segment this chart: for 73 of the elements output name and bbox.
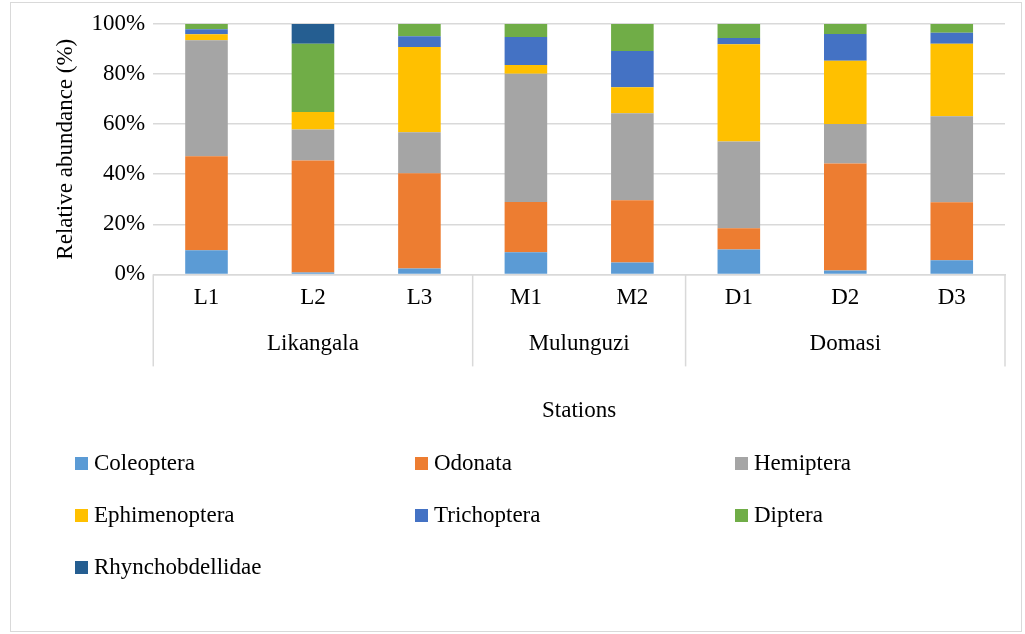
- bar: [930, 116, 974, 203]
- bar: [185, 250, 228, 274]
- bar: [824, 270, 867, 274]
- x-tick-label: M2: [616, 284, 649, 310]
- bar: [185, 156, 228, 251]
- bar: [398, 132, 441, 174]
- bar: [717, 141, 761, 229]
- bar: [504, 252, 548, 274]
- y-tick-label: 100%: [91, 10, 146, 36]
- bar: [930, 202, 974, 261]
- bar: [611, 87, 654, 114]
- x-tick-label: L3: [406, 284, 433, 310]
- bar: [504, 65, 548, 74]
- legend-label: Ephimenoptera: [94, 502, 235, 528]
- bar: [291, 43, 335, 112]
- x-axis-title: Stations: [542, 397, 617, 423]
- bar: [291, 24, 335, 44]
- x-tick-label: M1: [509, 284, 542, 310]
- bar: [398, 47, 441, 133]
- legend-label: Odonata: [434, 450, 512, 476]
- bar: [717, 228, 761, 250]
- bar: [185, 29, 228, 35]
- bar: [824, 24, 867, 35]
- bar: [398, 24, 441, 37]
- bar: [717, 44, 761, 142]
- y-tick-label: 40%: [103, 160, 146, 186]
- bar: [504, 37, 548, 66]
- legend-label: Rhynchobdellidae: [94, 554, 262, 580]
- bar: [717, 38, 761, 45]
- x-tick-label: D3: [937, 284, 966, 310]
- bar: [611, 51, 654, 88]
- bar: [824, 34, 867, 61]
- legend-label: Coleoptera: [94, 450, 195, 476]
- y-tick-label: 0%: [114, 260, 146, 286]
- bar: [611, 24, 654, 52]
- bar: [504, 202, 548, 253]
- bar: [930, 32, 974, 44]
- bar: [398, 36, 441, 48]
- bar: [291, 129, 335, 161]
- bar: [611, 113, 654, 201]
- bar: [291, 111, 335, 130]
- bar: [504, 73, 548, 203]
- bar: [398, 173, 441, 269]
- text: Likangala: [266, 330, 359, 356]
- bar: [291, 160, 335, 273]
- bar: [185, 24, 228, 30]
- bar: [824, 123, 867, 164]
- text: Domasi: [809, 330, 882, 356]
- bar: [717, 24, 761, 39]
- bar: [185, 40, 228, 157]
- bar: [930, 24, 974, 33]
- x-tick-label: L1: [193, 284, 220, 310]
- bar: [504, 24, 548, 38]
- bar: [824, 163, 867, 271]
- y-axis-title: Relative abundance (%): [51, 38, 77, 260]
- y-tick-label: 60%: [103, 110, 146, 136]
- bar: [824, 60, 867, 124]
- bar: [611, 262, 654, 274]
- legend-label: Diptera: [754, 502, 823, 528]
- x-tick-label: D1: [724, 284, 753, 310]
- x-tick-label: L2: [300, 284, 326, 310]
- bar: [717, 249, 761, 274]
- text: Mulunguzi: [528, 330, 630, 356]
- y-tick-label: 20%: [103, 210, 146, 236]
- y-tick-label: 80%: [103, 60, 146, 86]
- x-tick-label: D2: [831, 284, 860, 310]
- legend-label: Hemiptera: [754, 450, 852, 476]
- bar: [930, 43, 974, 117]
- bar: [185, 34, 228, 41]
- legend-label: Trichoptera: [434, 502, 541, 528]
- bar: [398, 268, 441, 274]
- bar: [930, 260, 974, 274]
- bar: [611, 200, 654, 263]
